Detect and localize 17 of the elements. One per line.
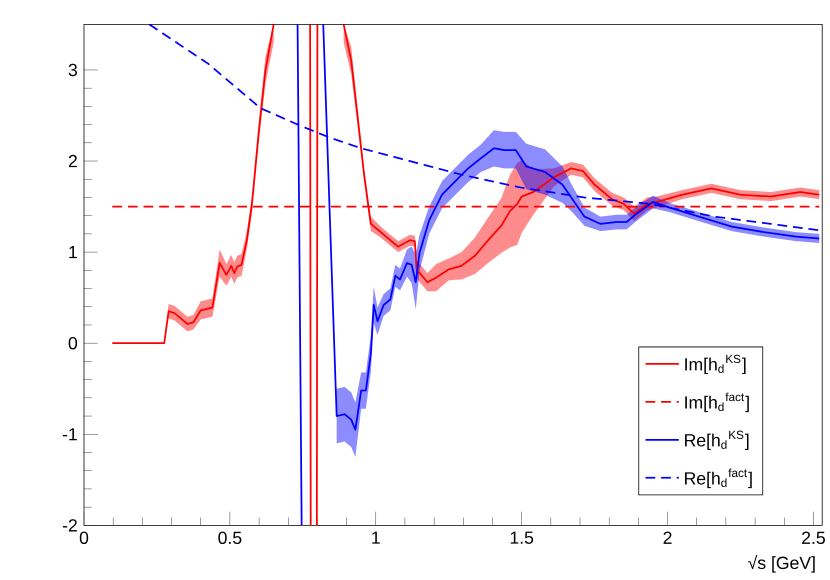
- legend-label: Re[h$_{d}$$^{KS}$]: [685, 430, 748, 450]
- x-tick-label: 2: [664, 532, 672, 544]
- y-tick-label: -1: [62, 428, 77, 440]
- y-tick-label: 0: [68, 336, 78, 350]
- legend-label: Re[h$_{d}$$^{fact}$]: [685, 468, 752, 488]
- x-tick-label: 0: [80, 532, 88, 544]
- x-tick-label: 1.5: [510, 532, 534, 544]
- x-tick-label: 0.5: [218, 532, 242, 544]
- y-tick-label: 3: [68, 64, 77, 76]
- y-tick-label: 1: [69, 246, 77, 258]
- x-axis-title: √s [GeV]: [748, 555, 815, 573]
- y-tick-label: -2: [62, 519, 77, 532]
- x-tick-label: 1: [372, 532, 380, 544]
- y-tick-label: 2: [68, 154, 77, 168]
- legend-label: Im[h$_{d}$$^{fact}$]: [685, 392, 749, 412]
- x-tick-label: 2.5: [802, 532, 825, 544]
- legend-label: Im[h$_{d}$$^{KS}$]: [685, 354, 746, 374]
